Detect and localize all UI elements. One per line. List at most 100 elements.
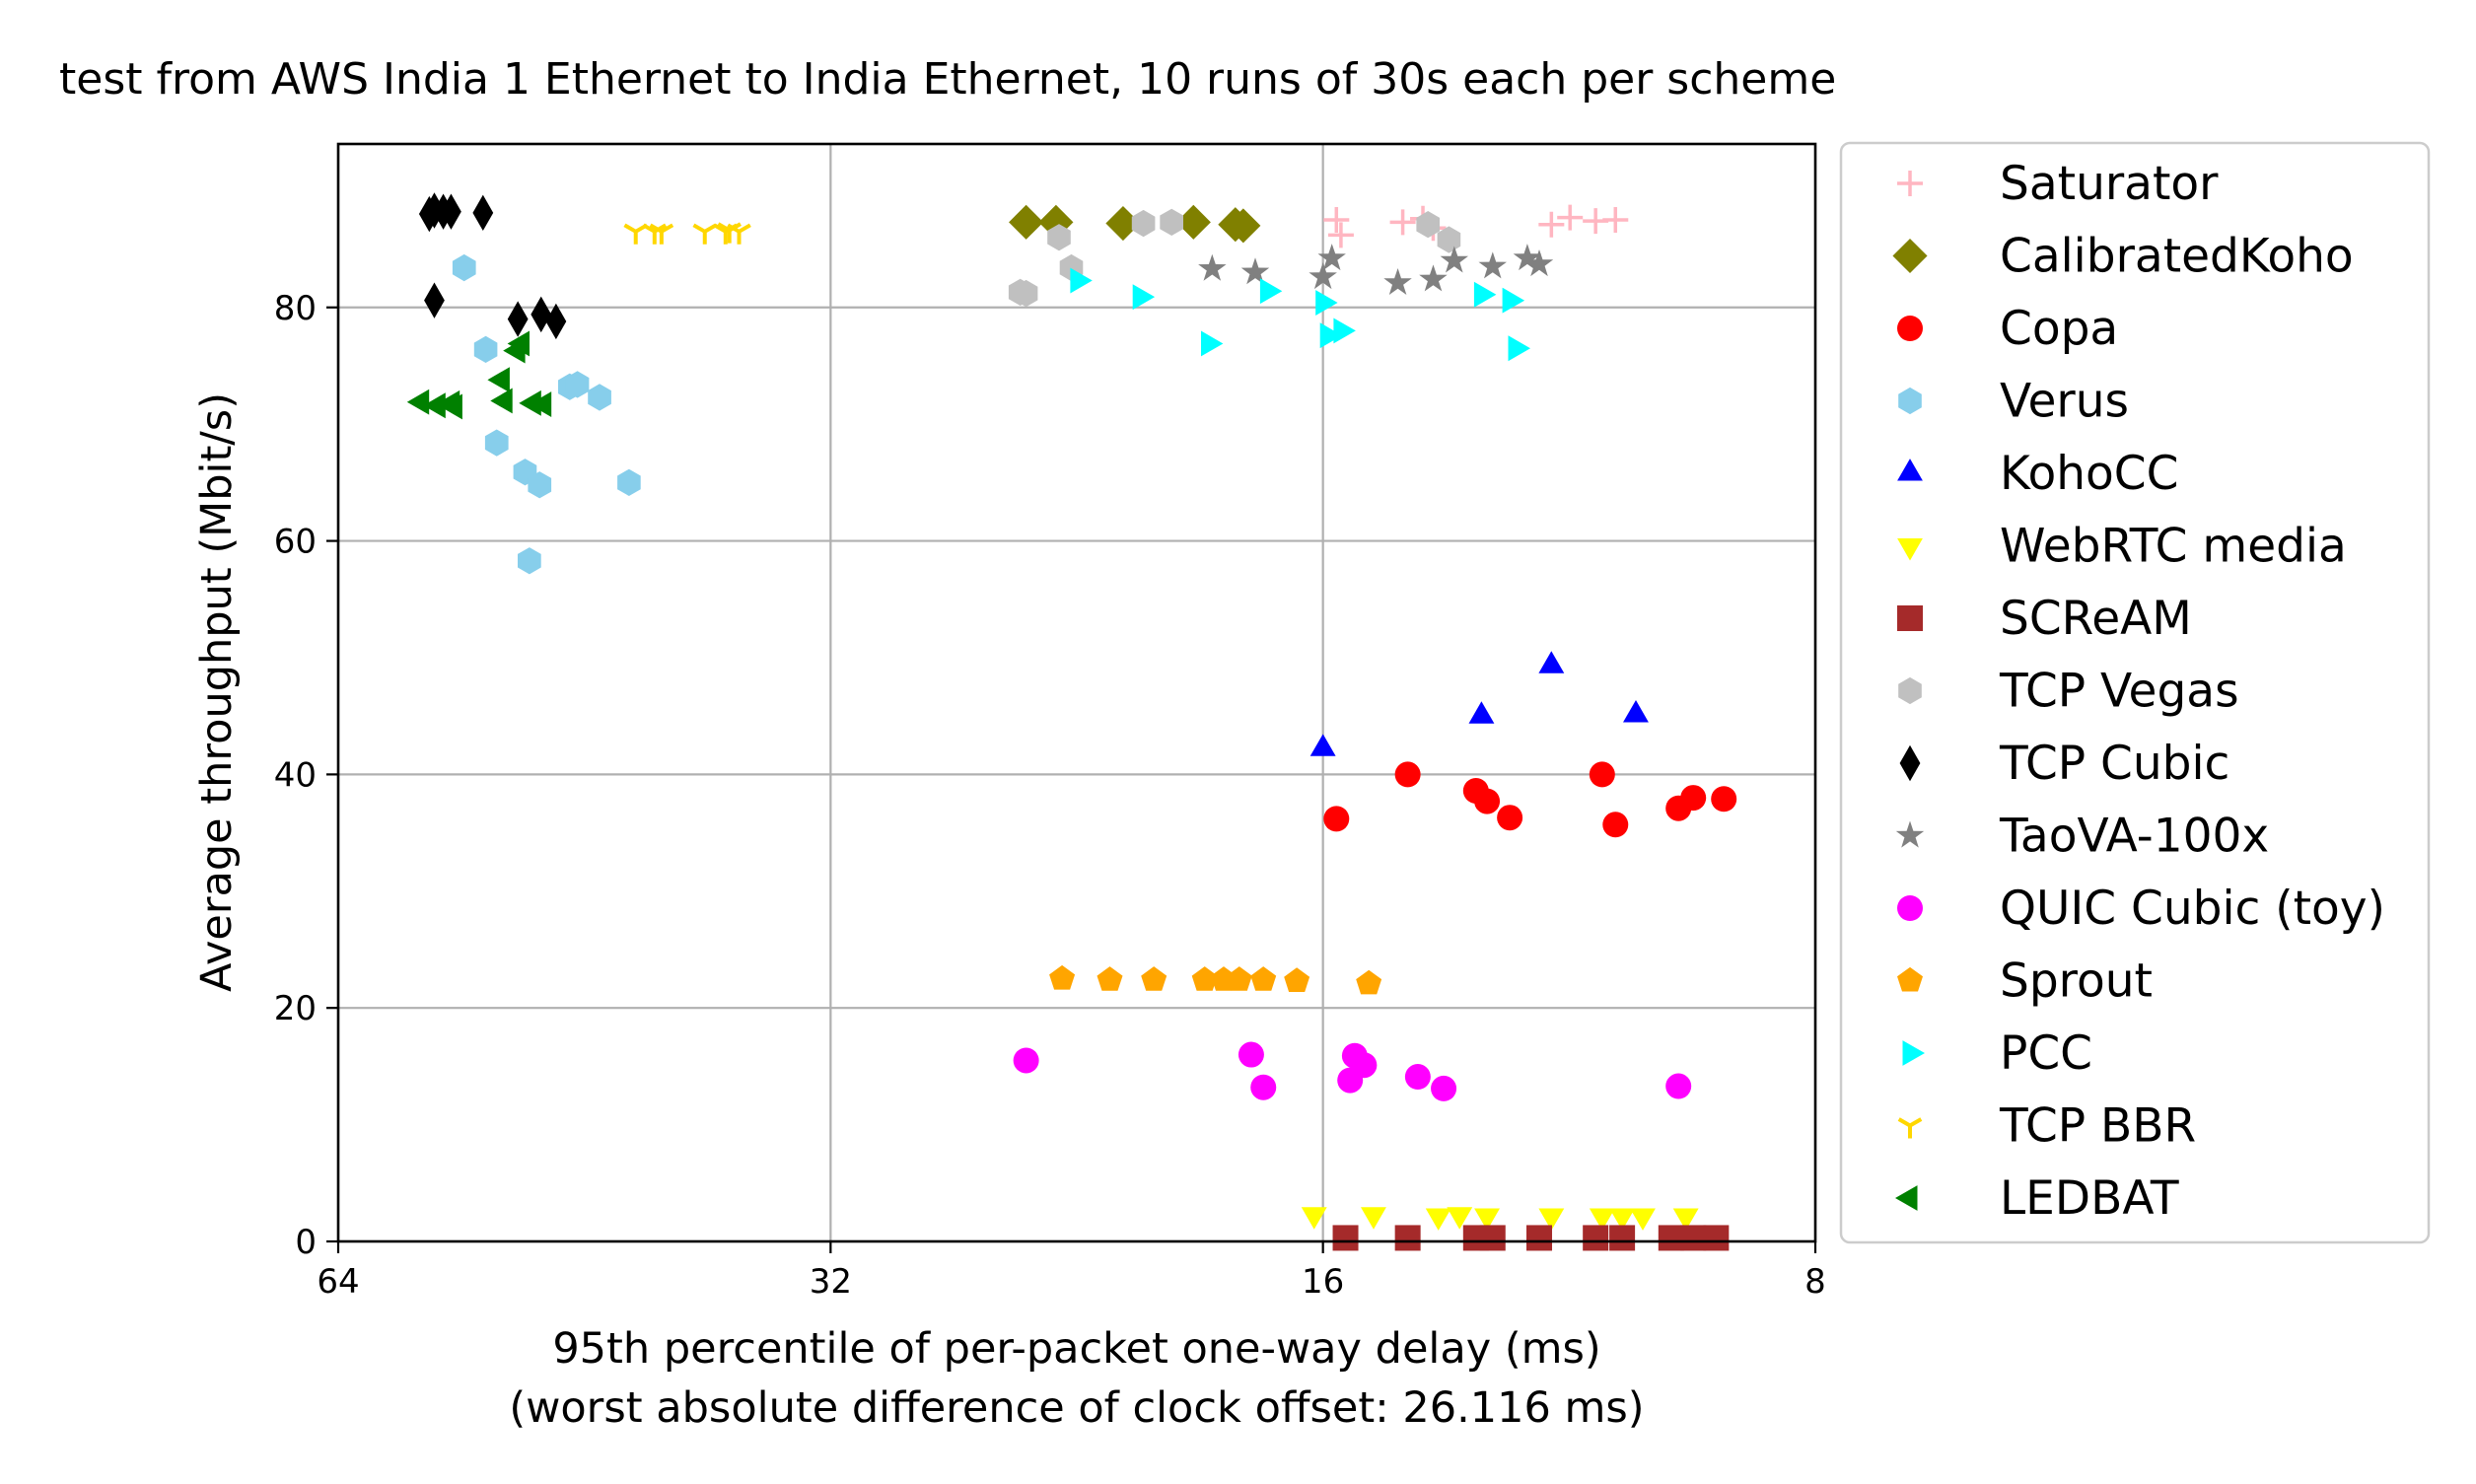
legend-label: TCP Vegas [1999, 665, 2239, 719]
data-point [1319, 322, 1343, 349]
legend-label: KohoCC [2000, 447, 2178, 501]
legend-item-webrtc-media: WebRTC media [1897, 520, 2347, 574]
data-point [1497, 805, 1523, 831]
data-point [1419, 264, 1448, 292]
data-point [1623, 700, 1649, 723]
legend-item-quic-cubic-toy: QUIC Cubic (toy) [1897, 882, 2385, 936]
data-point [1609, 1225, 1636, 1251]
data-point [649, 223, 674, 245]
data-point [1502, 287, 1525, 314]
data-point [528, 471, 552, 499]
legend-marker [1902, 1040, 1925, 1066]
data-point [1250, 966, 1277, 991]
data-point [1226, 208, 1261, 244]
data-point [1198, 253, 1227, 281]
data-point [1383, 268, 1412, 295]
data-point [1226, 966, 1252, 991]
data-point [1583, 1225, 1609, 1251]
data-point [441, 193, 461, 230]
data-point [1478, 251, 1507, 279]
legend-label: Copa [2000, 302, 2118, 356]
x-axis-label-secondary: (worst absolute difference of clock offs… [509, 1383, 1644, 1433]
y-tick-label: 0 [295, 1223, 317, 1262]
data-point [424, 282, 445, 318]
data-point [1474, 788, 1501, 814]
legend-item-tcp-vegas: TCP Vegas [1898, 665, 2239, 719]
data-point [1513, 244, 1542, 271]
data-point [507, 330, 530, 357]
data-point [717, 222, 743, 244]
data-points [406, 192, 1737, 1251]
data-point [1160, 208, 1183, 236]
legend-marker [1897, 538, 1923, 561]
data-point [1132, 284, 1156, 311]
x-axis-label: 95th percentile of per-packet one-way de… [552, 1324, 1600, 1374]
data-point [1665, 1073, 1692, 1099]
legend-item-calibratedkoho: CalibratedKoho [1892, 230, 2354, 284]
x-tick-label: 32 [810, 1262, 852, 1302]
legend-item-tcp-bbr: TCP BBR [1897, 1099, 2196, 1154]
data-point [1404, 1064, 1431, 1091]
data-point [1309, 734, 1336, 756]
legend-label: PCC [2000, 1026, 2092, 1081]
data-point [1672, 1208, 1699, 1231]
data-point [1238, 1041, 1264, 1068]
legend-label: WebRTC media [2000, 520, 2347, 574]
data-point [1589, 1208, 1615, 1231]
legend-marker [1897, 171, 1923, 196]
data-point [1047, 224, 1071, 251]
legend-item-ledbat: LEDBAT [1895, 1171, 2179, 1226]
data-point [1526, 1225, 1553, 1251]
data-point [423, 392, 446, 419]
data-point [1538, 651, 1565, 673]
legend-items: Saturator CalibratedKoho Copa Verus KohoCC We… [1892, 157, 2385, 1226]
legend-marker [1897, 459, 1923, 481]
legend-item-verus: Verus [1898, 375, 2129, 429]
legend-marker [1897, 316, 1923, 341]
data-point [1014, 279, 1038, 308]
data-point [1141, 966, 1167, 991]
legend-item-saturator: Saturator [1897, 157, 2219, 211]
data-point [1474, 1208, 1500, 1231]
data-point [484, 429, 509, 457]
data-point [1630, 1208, 1656, 1231]
data-point [1327, 222, 1354, 248]
data-point [440, 393, 462, 420]
data-point [507, 301, 529, 337]
data-point [1538, 211, 1565, 238]
data-point [1602, 812, 1629, 838]
series-pcc [1070, 267, 1530, 362]
data-point [1658, 1225, 1684, 1251]
data-point [531, 296, 552, 333]
legend-marker [1892, 238, 1928, 274]
data-point [490, 388, 513, 414]
legend-label: LEDBAT [2000, 1171, 2179, 1226]
y-tick-label: 20 [274, 989, 317, 1028]
data-point [1394, 1225, 1421, 1251]
series-webrtc-media [1301, 1207, 1699, 1231]
data-point [565, 371, 590, 398]
data-point [1201, 330, 1224, 357]
series-scream [1332, 1225, 1730, 1251]
data-point [1049, 964, 1076, 990]
data-point [1097, 966, 1123, 991]
data-point [473, 335, 498, 363]
data-point [1105, 205, 1141, 242]
data-point [1361, 1207, 1386, 1230]
data-point [1131, 209, 1156, 238]
data-point [1437, 226, 1461, 253]
legend-marker [1897, 895, 1923, 921]
legend-marker [1897, 966, 1923, 992]
data-point [1250, 1074, 1277, 1100]
series-copa [1323, 761, 1737, 838]
data-point [1191, 966, 1218, 991]
legend-item-sprout: Sprout [1897, 954, 2153, 1009]
data-point [519, 389, 541, 416]
data-point [1468, 701, 1495, 724]
data-point [1070, 267, 1093, 294]
data-point [1315, 290, 1338, 316]
data-point [1602, 206, 1629, 233]
legend-marker [1895, 1185, 1918, 1211]
data-point [1440, 246, 1468, 273]
